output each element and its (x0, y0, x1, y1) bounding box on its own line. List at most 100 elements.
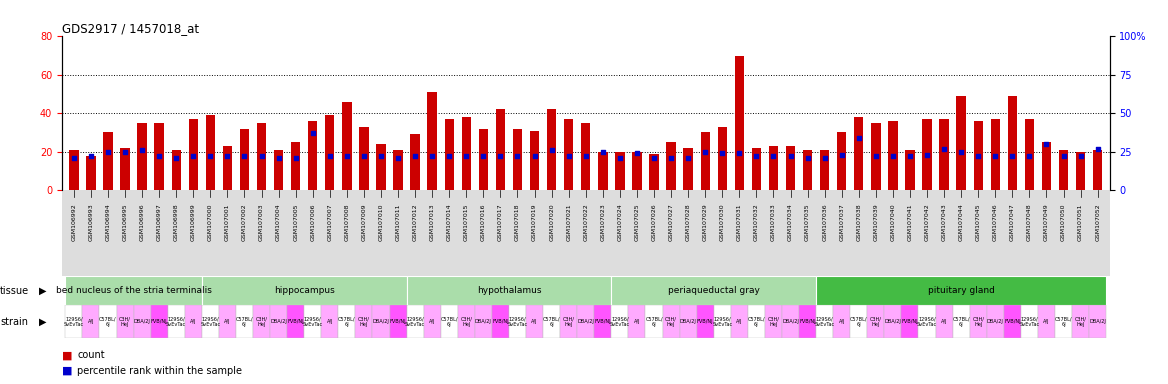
Point (918, 152, 937, 158)
Bar (287, 305, 304, 338)
Text: GSM107011: GSM107011 (396, 203, 401, 240)
Point (270, 155, 288, 161)
Text: C3H/
HeJ: C3H/ HeJ (972, 316, 985, 327)
Text: C57BL/
6J: C57BL/ 6J (952, 316, 969, 327)
Bar (752, 148, 762, 190)
Point (662, 155, 681, 161)
Bar (816, 305, 833, 338)
Text: GSM107045: GSM107045 (975, 203, 981, 241)
Text: GSM107020: GSM107020 (549, 203, 554, 241)
Bar (69, 150, 78, 190)
Bar (151, 305, 168, 338)
Bar (969, 305, 987, 338)
Point (833, 152, 851, 158)
Bar (611, 276, 816, 305)
Text: C3H/
HeJ: C3H/ HeJ (460, 316, 472, 327)
Text: GSM107031: GSM107031 (737, 203, 742, 241)
Bar (547, 109, 556, 190)
Bar (783, 305, 799, 338)
Bar (577, 305, 595, 338)
Bar (99, 305, 117, 338)
Text: DBA/2J: DBA/2J (1090, 319, 1106, 324)
Bar (595, 305, 611, 338)
Bar (990, 119, 1000, 190)
Text: C3H/
HeJ: C3H/ HeJ (119, 316, 131, 327)
Point (491, 153, 509, 159)
Text: A/J: A/J (190, 319, 196, 324)
Bar (495, 109, 505, 190)
Text: GSM107024: GSM107024 (618, 203, 623, 241)
Bar (987, 305, 1003, 338)
Bar (65, 305, 83, 338)
Text: GSM106998: GSM106998 (174, 203, 179, 241)
Text: GSM107016: GSM107016 (481, 203, 486, 240)
Bar (868, 305, 884, 338)
Bar (236, 305, 253, 338)
Bar (884, 305, 902, 338)
Text: GSM106999: GSM106999 (190, 203, 196, 241)
Text: A/J: A/J (224, 319, 230, 324)
Point (542, 147, 561, 153)
Text: ■: ■ (62, 350, 72, 360)
Text: GSM107034: GSM107034 (788, 203, 793, 241)
Text: FVB/NJ: FVB/NJ (595, 319, 611, 324)
Bar (526, 305, 543, 338)
Point (1037, 141, 1056, 147)
Text: GSM107022: GSM107022 (583, 203, 589, 241)
Bar (270, 305, 287, 338)
Text: DBA/2J: DBA/2J (987, 319, 1003, 324)
Text: C57BL/
6J: C57BL/ 6J (338, 316, 355, 327)
Bar (513, 129, 522, 190)
Text: GSM107032: GSM107032 (753, 203, 759, 241)
Point (183, 153, 202, 159)
Text: GSM106995: GSM106995 (123, 203, 127, 241)
Point (627, 150, 646, 156)
Text: A/J: A/J (941, 319, 947, 324)
Bar (918, 305, 936, 338)
Text: GDS2917 / 1457018_at: GDS2917 / 1457018_at (62, 22, 199, 35)
Bar (905, 150, 915, 190)
Text: GSM107037: GSM107037 (839, 203, 844, 241)
Bar (953, 305, 969, 338)
Text: GSM106993: GSM106993 (89, 203, 93, 241)
Text: A/J: A/J (736, 319, 743, 324)
Bar (509, 305, 526, 338)
Point (1089, 146, 1107, 152)
Text: DBA/2J: DBA/2J (783, 319, 799, 324)
Point (934, 146, 953, 152)
Point (371, 153, 390, 159)
Bar (1021, 305, 1038, 338)
Text: A/J: A/J (634, 319, 640, 324)
Text: DBA/2J: DBA/2J (577, 319, 595, 324)
Bar (325, 115, 334, 190)
Point (969, 153, 988, 159)
Bar (683, 148, 693, 190)
Bar (1055, 305, 1072, 338)
Bar (304, 305, 321, 338)
Point (474, 153, 493, 159)
Text: GSM107005: GSM107005 (293, 203, 298, 240)
Bar (172, 150, 181, 190)
Text: pituitary gland: pituitary gland (927, 286, 995, 295)
Text: FVB/NJ: FVB/NJ (492, 319, 509, 324)
Point (901, 153, 919, 159)
Text: GSM107051: GSM107051 (1078, 203, 1083, 240)
Bar (410, 134, 419, 190)
Point (167, 155, 186, 161)
Text: A/J: A/J (1043, 319, 1050, 324)
Text: A/J: A/J (327, 319, 333, 324)
Bar (850, 305, 868, 338)
Bar (1093, 150, 1103, 190)
Point (730, 150, 749, 156)
Text: C57BL/
6J: C57BL/ 6J (850, 316, 868, 327)
Bar (837, 132, 847, 190)
Text: 129S6/
SvEvTac: 129S6/ SvEvTac (917, 316, 937, 327)
Bar (973, 121, 983, 190)
Text: 129S6/
SvEvTac: 129S6/ SvEvTac (1020, 316, 1040, 327)
Text: GSM107040: GSM107040 (890, 203, 896, 241)
Text: C3H/
HeJ: C3H/ HeJ (1075, 316, 1086, 327)
Text: GSM107019: GSM107019 (533, 203, 537, 241)
Bar (816, 276, 1106, 305)
Point (320, 153, 339, 159)
Bar (461, 117, 471, 190)
